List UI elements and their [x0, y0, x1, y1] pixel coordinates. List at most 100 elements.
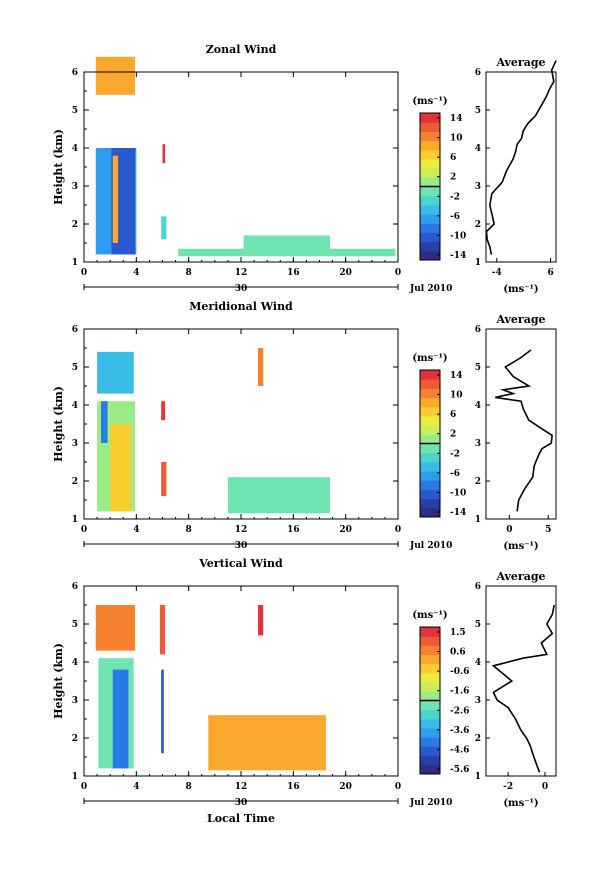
date-right-label: Jul 2010 — [409, 798, 452, 808]
y-tick-label: 3 — [72, 439, 78, 449]
y-tick-label: 2 — [72, 477, 78, 487]
colorbar-tick-label: -4.6 — [450, 745, 469, 755]
panel-title: Vertical Wind — [198, 557, 283, 570]
colorbar-swatch — [420, 204, 440, 215]
colorbar-tick-label: 14 — [450, 371, 463, 381]
heatmap-cell — [258, 605, 264, 636]
profile-title: Average — [495, 313, 545, 326]
colorbar-swatch — [420, 250, 440, 261]
profile-unit: (ms⁻¹) — [503, 284, 538, 295]
profile-x-tick-label: 0 — [542, 782, 548, 792]
heatmap-cell — [227, 477, 330, 514]
colorbar-swatch — [420, 415, 440, 426]
y-axis-label: Height (km) — [52, 643, 65, 719]
heatmap-cell — [161, 401, 166, 421]
heatmap-cell — [159, 605, 166, 655]
x-tick-label: 0 — [395, 268, 401, 278]
x-tick-label: 20 — [339, 782, 352, 792]
profile-x-tick-label: 5 — [545, 525, 551, 535]
y-tick-label: 5 — [72, 106, 78, 116]
colorbar-tick-label: 2 — [450, 430, 456, 440]
colorbar-swatch — [420, 672, 440, 683]
x-tick-label: 4 — [133, 268, 139, 278]
heatmap-cell — [161, 462, 167, 497]
profile-y-tick-label: 1 — [475, 258, 481, 268]
profile-y-tick-label: 4 — [475, 658, 481, 668]
colorbar-unit: (ms⁻¹) — [412, 96, 447, 107]
colorbar-swatch — [420, 443, 440, 454]
colorbar-swatch — [420, 241, 440, 252]
colorbar-swatch — [420, 168, 440, 178]
x-tick-label: 20 — [339, 525, 352, 535]
colorbar-tick-label: -0.6 — [450, 667, 469, 677]
colorbar-swatch — [420, 140, 440, 151]
profile-x-tick-label: 0 — [506, 525, 512, 535]
y-tick-label: 3 — [72, 696, 78, 706]
y-tick-label: 1 — [72, 515, 78, 525]
colorbar-swatch — [420, 636, 440, 646]
colorbar-swatch — [420, 489, 440, 500]
colorbar-tick-label: 6 — [450, 410, 456, 420]
profile-unit: (ms⁻¹) — [503, 541, 538, 552]
x-tick-label: 0 — [395, 525, 401, 535]
panel-title: Zonal Wind — [206, 43, 277, 56]
colorbar-swatch — [420, 186, 440, 197]
colorbar-tick-label: -6 — [450, 469, 460, 479]
x-tick-label: 8 — [186, 268, 192, 278]
profile-line — [495, 349, 553, 512]
profile-y-tick-label: 3 — [475, 439, 481, 449]
colorbar-swatch — [420, 388, 440, 399]
colorbar-tick-label: -10 — [450, 231, 466, 241]
colorbar-swatch — [420, 452, 440, 463]
colorbar-tick-label: 6 — [450, 153, 456, 163]
y-tick-label: 6 — [72, 68, 78, 78]
profile-x-tick-label: 6 — [547, 268, 553, 278]
y-tick-label: 6 — [72, 325, 78, 335]
profile-y-tick-label: 4 — [475, 144, 481, 154]
colorbar-swatch — [420, 507, 440, 518]
y-tick-label: 4 — [72, 144, 78, 154]
heatmap-cell — [97, 351, 134, 394]
colorbar-swatch — [420, 700, 440, 711]
y-axis-label: Height (km) — [52, 386, 65, 462]
y-axis-label: Height (km) — [52, 129, 65, 205]
heatmap-cell — [258, 348, 264, 386]
colorbar-swatch — [420, 691, 440, 701]
colorbar-tick-label: -10 — [450, 488, 466, 498]
x-tick-label: 16 — [287, 525, 300, 535]
profile-frame — [485, 328, 557, 520]
y-tick-label: 2 — [72, 734, 78, 744]
profile-y-tick-label: 2 — [475, 734, 481, 744]
colorbar-tick-label: -2 — [450, 192, 460, 202]
colorbar-swatch — [420, 709, 440, 720]
colorbar-tick-label: 14 — [450, 114, 463, 124]
colorbar-swatch — [420, 131, 440, 142]
colorbar-tick-label: -3.6 — [450, 726, 469, 736]
x-tick-label: 4 — [133, 782, 139, 792]
y-tick-label: 6 — [72, 582, 78, 592]
profile-y-tick-label: 6 — [475, 582, 481, 592]
colorbar-tick-label: 10 — [450, 391, 463, 401]
profile-line — [491, 604, 555, 773]
date-label: 30 — [235, 798, 248, 808]
profile-line — [485, 60, 557, 255]
profile-y-tick-label: 5 — [475, 620, 481, 630]
x-tick-label: 12 — [235, 525, 248, 535]
colorbar-swatch — [420, 663, 440, 674]
profile-frame — [485, 71, 557, 263]
profile-x-tick-label: -2 — [503, 782, 513, 792]
y-tick-label: 2 — [72, 220, 78, 230]
x-tick-label: 0 — [395, 782, 401, 792]
colorbar-swatch — [420, 755, 440, 766]
heatmap-cell — [161, 216, 167, 240]
panel-title: Meridional Wind — [189, 300, 293, 313]
profile-y-tick-label: 6 — [475, 325, 481, 335]
colorbar-unit: (ms⁻¹) — [412, 353, 447, 364]
x-tick-label: 8 — [186, 782, 192, 792]
colorbar-swatch — [420, 113, 440, 123]
y-tick-label: 1 — [72, 258, 78, 268]
heatmap-cell — [162, 144, 166, 164]
profile-unit: (ms⁻¹) — [503, 798, 538, 809]
